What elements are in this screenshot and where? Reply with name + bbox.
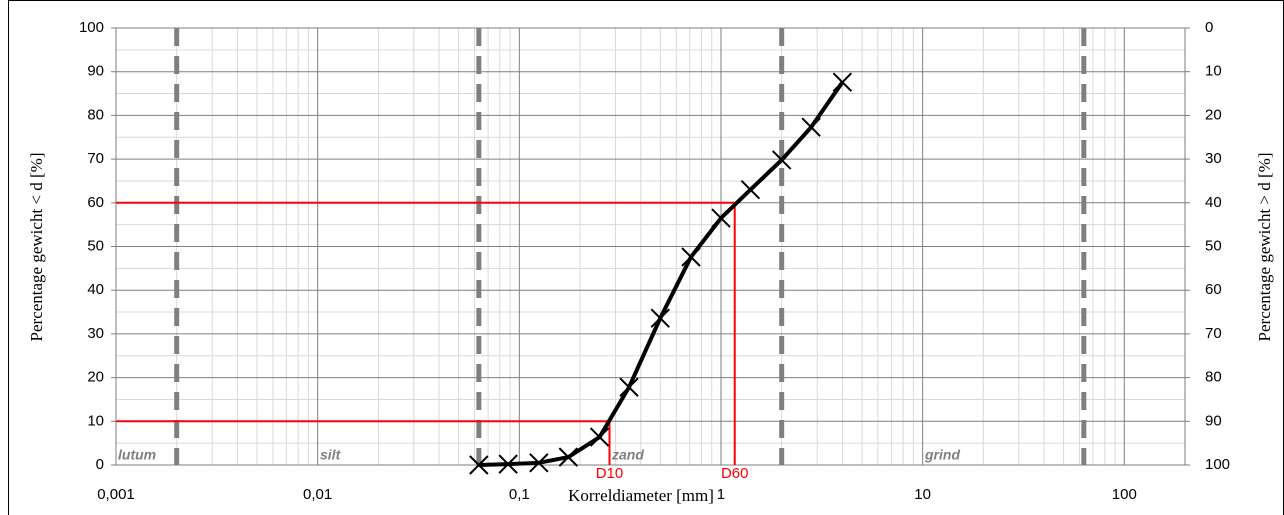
data-marker — [589, 427, 610, 447]
y2-tick-label: 10 — [1205, 63, 1222, 80]
y-tick-label: 10 — [87, 412, 104, 429]
x-tick-label: 0,1 — [509, 486, 530, 503]
data-marker — [650, 308, 670, 328]
y2-tick-label: 80 — [1205, 369, 1222, 386]
y2-tick-label: 90 — [1205, 412, 1222, 429]
y-tick-label: 70 — [87, 150, 104, 167]
x-tick-label: 10 — [914, 486, 931, 503]
y2-axis-title: Percentage gewicht > d [%] — [1255, 153, 1274, 342]
data-marker — [711, 208, 731, 228]
y-tick-label: 100 — [79, 19, 104, 36]
y-tick-label: 0 — [96, 456, 104, 473]
y2-tick-label: 60 — [1205, 281, 1222, 298]
reference-label: D10 — [596, 465, 624, 482]
x-tick-label: 0,001 — [97, 486, 135, 503]
y2-tick-label: 70 — [1205, 325, 1222, 342]
data-marker — [469, 455, 489, 475]
y-tick-label: 20 — [87, 369, 104, 386]
x-tick-label: 1 — [717, 486, 725, 503]
data-marker — [681, 247, 701, 267]
reference-label: D60 — [721, 465, 749, 482]
plot-border — [115, 27, 1186, 466]
y-axis-title: Percentage gewicht < d [%] — [27, 153, 46, 342]
y2-tick-label: 100 — [1205, 456, 1230, 473]
data-marker — [498, 454, 518, 474]
zone-label: zand — [611, 447, 644, 463]
y2-tick-label: 30 — [1205, 150, 1222, 167]
y-tick-label: 90 — [87, 63, 104, 80]
y-tick-label: 60 — [87, 194, 104, 211]
x-axis-title: Korreldiameter [mm] — [568, 486, 714, 505]
data-marker — [529, 453, 549, 473]
data-marker — [832, 72, 853, 92]
y-tick-label: 40 — [87, 281, 104, 298]
zone-label: silt — [320, 447, 342, 463]
y2-tick-label: 50 — [1205, 237, 1222, 254]
zone-label: lutum — [118, 447, 156, 463]
data-marker — [558, 447, 579, 467]
x-tick-label: 100 — [1112, 486, 1137, 503]
data-marker — [740, 179, 761, 200]
y-tick-label: 50 — [87, 237, 104, 254]
zone-label: grind — [924, 447, 960, 463]
data-marker — [771, 150, 792, 170]
frame — [8, 0, 1284, 515]
x-tick-label: 0,01 — [303, 486, 332, 503]
y2-tick-label: 40 — [1205, 194, 1222, 211]
y-tick-label: 30 — [87, 325, 104, 342]
data-marker — [801, 117, 821, 137]
y2-tick-label: 0 — [1205, 19, 1213, 36]
y2-tick-label: 20 — [1205, 106, 1222, 123]
data-marker — [619, 377, 639, 397]
y-tick-label: 80 — [87, 106, 104, 123]
